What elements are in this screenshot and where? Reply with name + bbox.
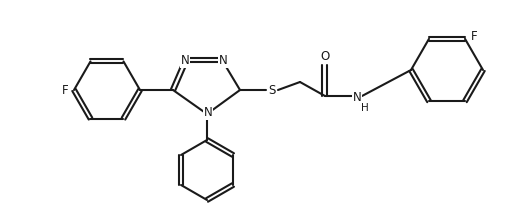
Text: N: N: [203, 107, 212, 120]
Text: N: N: [218, 55, 227, 67]
Text: H: H: [360, 103, 368, 113]
Text: N: N: [180, 55, 189, 67]
Text: F: F: [62, 84, 68, 97]
Text: F: F: [470, 30, 476, 43]
Text: N: N: [352, 91, 361, 105]
Text: S: S: [268, 84, 275, 97]
Text: O: O: [320, 51, 329, 63]
